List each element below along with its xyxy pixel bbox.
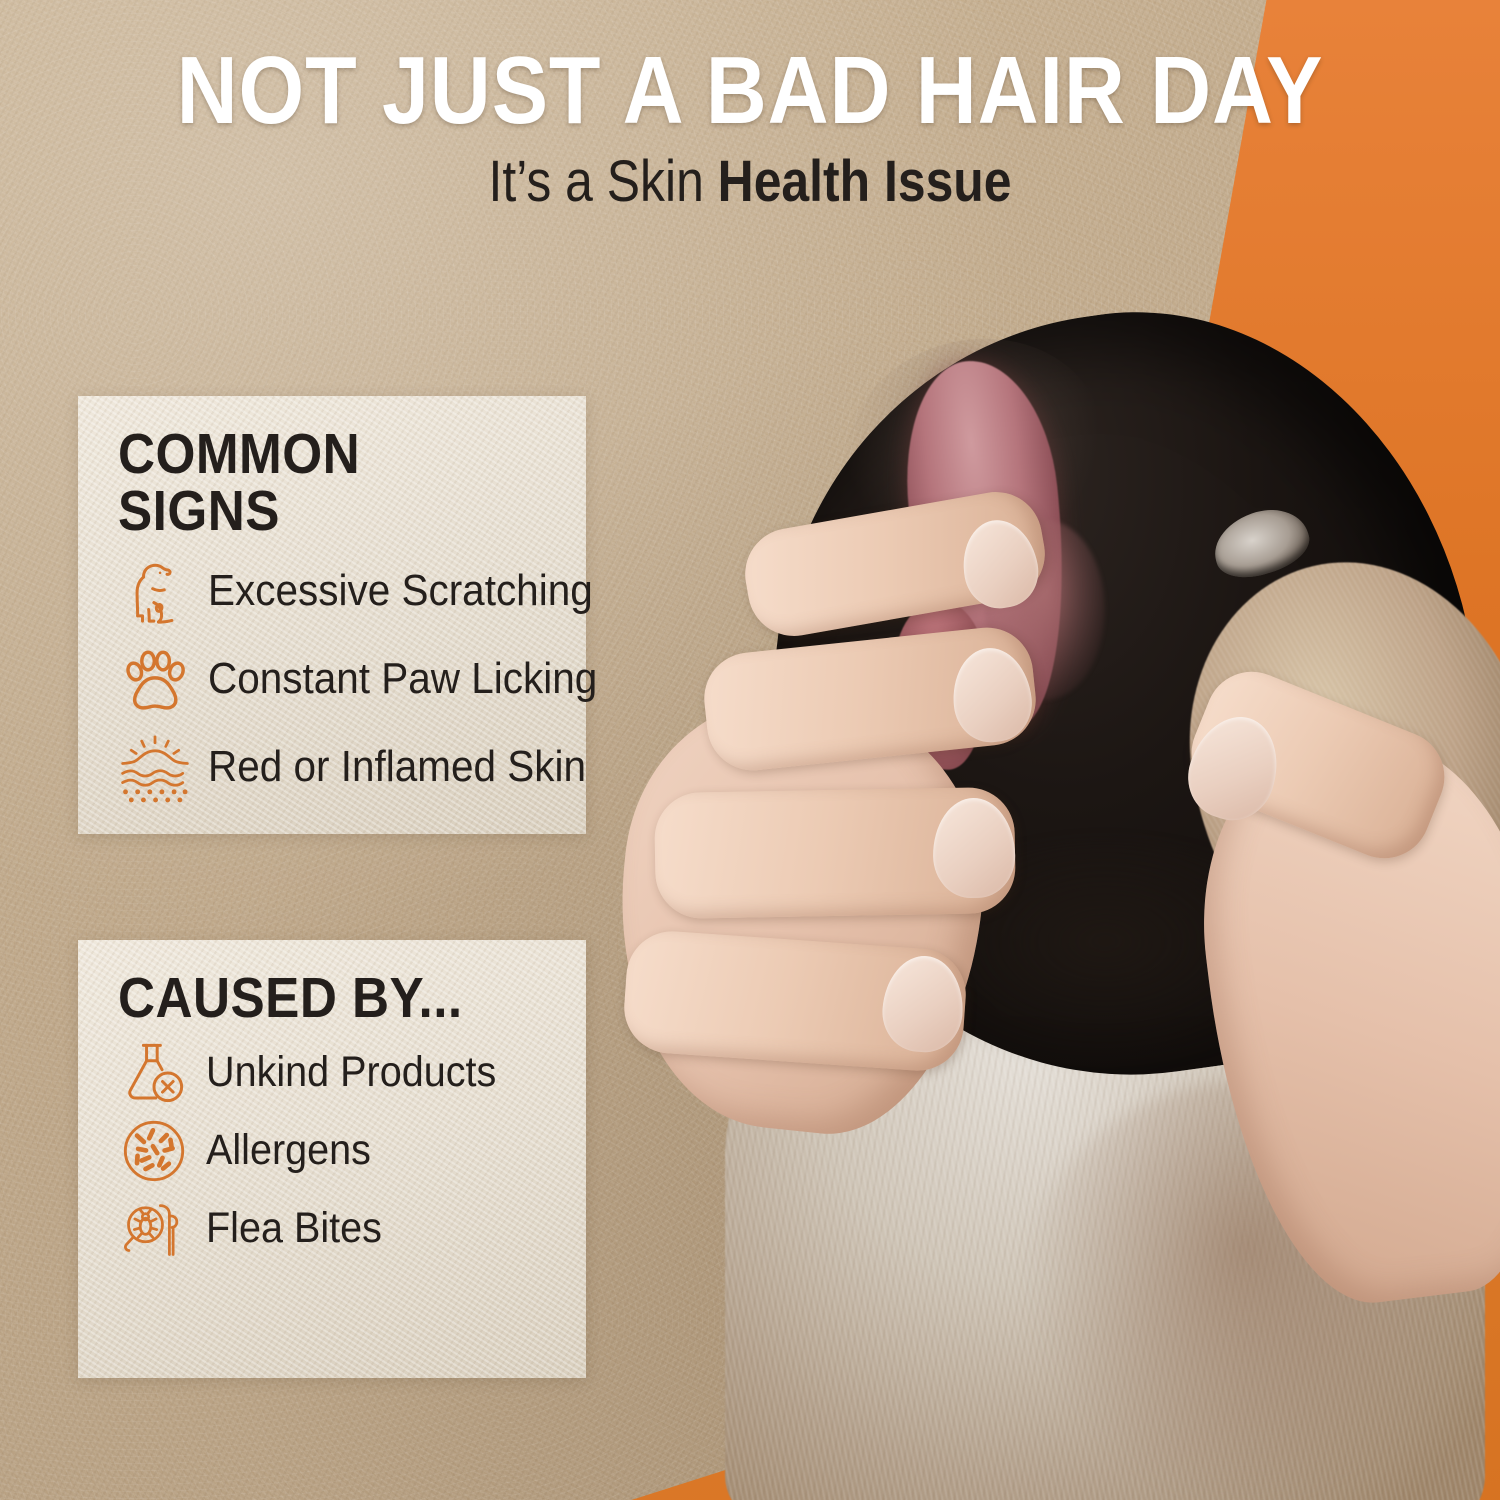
inflamed-skin-icon <box>118 730 192 804</box>
list-item: Excessive Scratching <box>118 554 593 628</box>
card-caused-by: CAUSED BY... Unkind Products <box>78 940 586 1378</box>
scratching-dog-icon <box>118 554 192 628</box>
photo-content <box>595 0 1500 1500</box>
list-item-label: Excessive Scratching <box>208 565 593 615</box>
common-signs-list: Excessive Scratching Constant Paw Lickin… <box>118 554 597 804</box>
list-item: Constant Paw Licking <box>118 642 597 716</box>
card-title-common-signs: COMMON SIGNS <box>118 422 361 543</box>
headline-block: NOT JUST A BAD HAIR DAY It’s a Skin Heal… <box>0 42 1500 213</box>
subtitle-light-part: It’s a Skin <box>488 148 718 214</box>
list-item: Flea Bites <box>118 1195 558 1263</box>
list-item: Unkind Products <box>118 1039 558 1107</box>
list-item-label: Red or Inflamed Skin <box>208 741 587 791</box>
list-item-label: Allergens <box>206 1126 371 1175</box>
flea-magnifier-icon <box>118 1195 190 1263</box>
allergen-microbe-icon <box>118 1117 190 1185</box>
subtitle-bold-part: Health Issue <box>717 148 1012 214</box>
flask-no-icon <box>118 1039 190 1107</box>
card-common-signs: COMMON SIGNS <box>78 396 597 834</box>
list-item: Red or Inflamed Skin <box>118 730 586 804</box>
list-item-label: Unkind Products <box>206 1048 497 1097</box>
list-item-label: Flea Bites <box>206 1204 382 1253</box>
paw-print-icon <box>118 642 192 716</box>
list-item: Allergens <box>118 1117 558 1185</box>
dog-skin-photo <box>595 0 1500 1500</box>
page-title: NOT JUST A BAD HAIR DAY <box>176 37 1324 144</box>
card-title-caused-by: CAUSED BY... <box>118 966 463 1030</box>
page-subtitle: It’s a Skin Health Issue <box>105 148 1395 214</box>
caused-by-list: Unkind Products <box>118 1039 558 1263</box>
list-item-label: Constant Paw Licking <box>208 653 598 703</box>
